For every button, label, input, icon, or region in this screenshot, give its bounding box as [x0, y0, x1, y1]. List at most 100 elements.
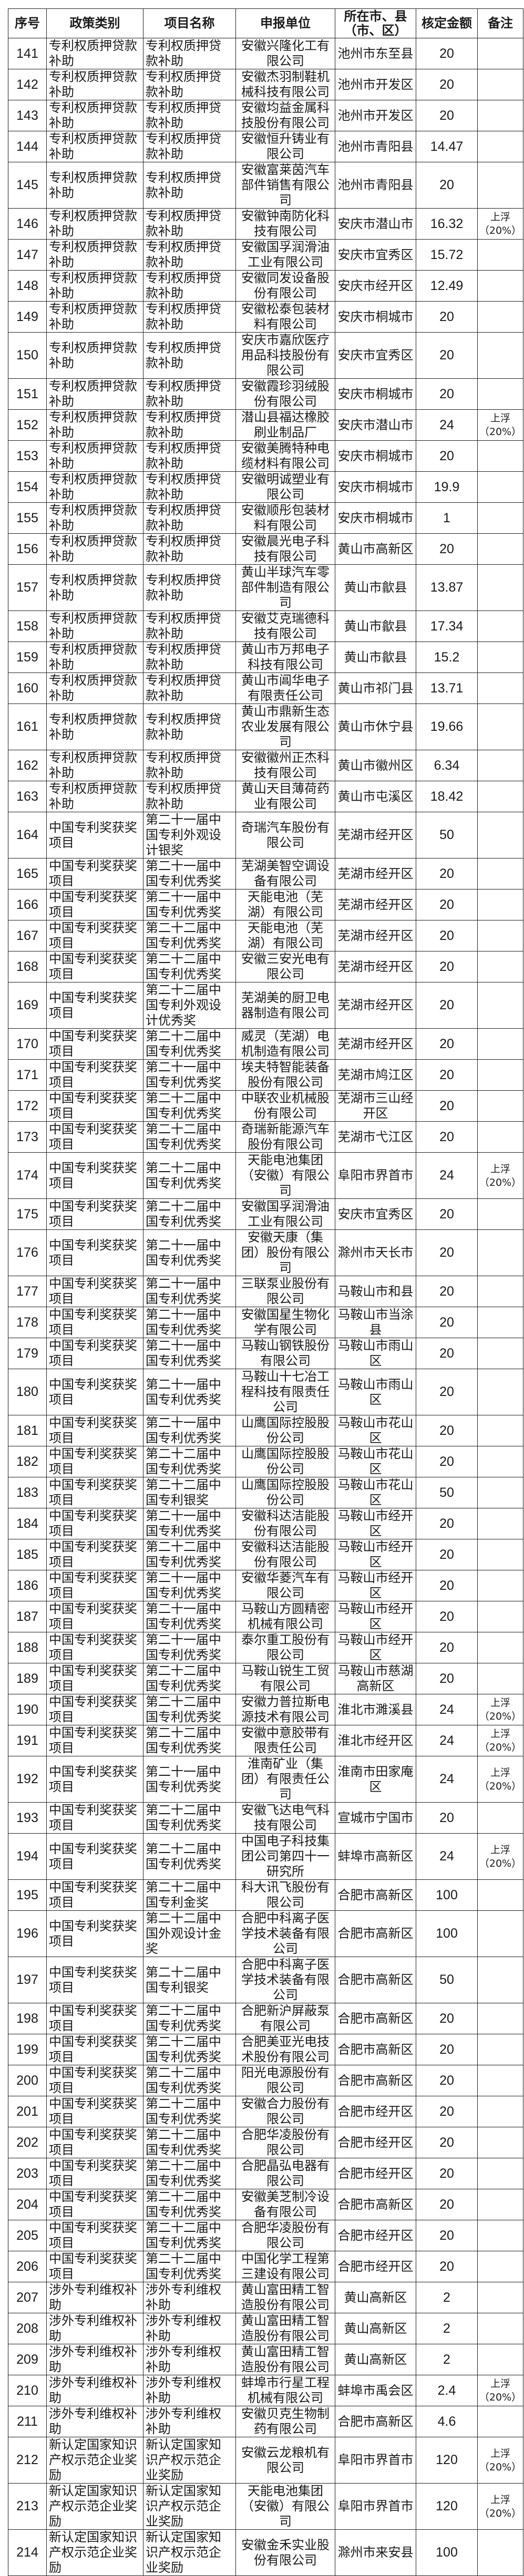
remarks-cell	[477, 239, 523, 271]
location-cell: 安庆市宜秀区	[335, 332, 416, 379]
project-name-cell: 第二十二届中国专利银奖	[143, 1957, 236, 2003]
table-row: 152 专利权质押贷款补助 专利权质押贷款补助 潜山县福达橡胶刷业制品厂 安庆市潜山市 2…	[8, 409, 523, 441]
header-remarks: 备注	[477, 8, 523, 38]
table-row: 172 中国专利奖获奖项目 第二十二届中国专利优秀奖 中联农业机械股份有限公司 芜湖市三…	[8, 1090, 523, 1122]
policy-category-cell: 专利权质押贷款补助	[46, 471, 143, 503]
remarks-cell	[477, 1957, 523, 2003]
project-name-cell: 第二十二届中国专利优秀奖	[143, 2220, 236, 2251]
serial-cell: 211	[8, 2406, 47, 2437]
applicant-cell: 马鞍山锐生工贸有限公司	[235, 1663, 335, 1694]
serial-cell: 172	[8, 1090, 47, 1122]
location-cell: 安庆市桐城市	[335, 440, 416, 472]
remarks-cell: 上浮 （20%）	[477, 2375, 523, 2406]
serial-cell: 158	[8, 611, 47, 642]
amount-cell: 100	[416, 1879, 478, 1911]
project-name-cell: 第二十一届中国专利优秀奖	[143, 1415, 236, 1446]
serial-cell: 183	[8, 1477, 47, 1508]
applicant-cell: 山鹰国际控股股份公司	[235, 1415, 335, 1446]
remarks-cell	[477, 1446, 523, 1477]
policy-category-cell: 中国专利奖获奖项目	[46, 1694, 143, 1725]
project-name-cell: 第二十一届中国专利优秀奖	[143, 1307, 236, 1338]
applicant-cell: 芜湖美智空调设备有限公司	[235, 858, 335, 889]
amount-cell: 20	[416, 1539, 478, 1570]
project-name-cell: 专利权质押贷款补助	[143, 471, 236, 503]
remarks-cell	[477, 1338, 523, 1369]
project-name-cell: 第二十一届中国专利优秀奖	[143, 1369, 236, 1415]
serial-cell: 176	[8, 1229, 47, 1276]
serial-cell: 151	[8, 378, 47, 410]
applicant-cell: 黄山富田精工智造股份有限公司	[235, 2282, 335, 2313]
policy-category-cell: 中国专利奖获奖项目	[46, 1121, 143, 1153]
location-cell: 马鞍山市花山区	[335, 1446, 416, 1477]
applicant-cell: 中联农业机械股份有限公司	[235, 1090, 335, 1122]
table-row: 147 专利权质押贷款补助 专利权质押贷款补助 安徽国孚润滑油工业有限公司 安庆市宜秀区…	[8, 239, 523, 271]
project-name-cell: 专利权质押贷款补助	[143, 301, 236, 333]
serial-cell: 207	[8, 2282, 47, 2313]
table-row: 201 中国专利奖获奖项目 第二十二届中国专利优秀奖 安徽合力股份有限公司 合肥市经开区…	[8, 2096, 523, 2127]
applicant-cell: 安徽飞达电气科技有限公司	[235, 1802, 335, 1834]
policy-category-cell: 专利权质押贷款补助	[46, 301, 143, 333]
amount-cell: 120	[416, 2437, 478, 2484]
policy-category-cell: 专利权质押贷款补助	[46, 673, 143, 704]
policy-category-cell: 中国专利奖获奖项目	[46, 2034, 143, 2065]
serial-cell: 155	[8, 502, 47, 534]
amount-cell: 120	[416, 2483, 478, 2530]
table-row: 189 中国专利奖获奖项目 第二十二届中国专利优秀奖 马鞍山锐生工贸有限公司 马鞍山市慈…	[8, 1663, 523, 1694]
amount-cell: 100	[416, 2529, 478, 2576]
policy-category-cell: 涉外专利维权补助	[46, 2313, 143, 2344]
table-row: 154 专利权质押贷款补助 专利权质押贷款补助 安徽明诚塑业有限公司 安庆市桐城市 19.…	[8, 471, 523, 503]
remarks-cell	[477, 533, 523, 565]
amount-cell: 24	[416, 1756, 478, 1803]
amount-cell: 17.34	[416, 611, 478, 642]
remarks-cell	[477, 100, 523, 131]
remarks-cell	[477, 1121, 523, 1153]
location-cell: 合肥市高新区	[335, 2065, 416, 2096]
policy-category-cell: 中国专利奖获奖项目	[46, 1957, 143, 2003]
amount-cell: 20	[416, 1446, 478, 1477]
applicant-cell: 合肥美亚光电技术股份有限公司	[235, 2034, 335, 2065]
remarks-cell	[477, 471, 523, 503]
location-cell: 宣城市宁国市	[335, 1802, 416, 1834]
policy-category-cell: 专利权质押贷款补助	[46, 162, 143, 209]
applicant-cell: 安徽云龙粮机有限公司	[235, 2437, 335, 2484]
serial-cell: 148	[8, 270, 47, 302]
subsidy-table: 序号 政策类别 项目名称 申报单位 所在市、县（市、区） 核定金额 备注 141…	[8, 8, 523, 2576]
serial-cell: 201	[8, 2096, 47, 2127]
serial-cell: 186	[8, 1570, 47, 1601]
applicant-cell: 安徽科达洁能股份有限公司	[235, 1508, 335, 1539]
remarks-cell	[477, 611, 523, 642]
table-row: 163 专利权质押贷款补助 专利权质押贷款补助 黄山天目薄荷药业有限公司 黄山市屯溪区 1…	[8, 781, 523, 812]
project-name-cell: 第二十二届中国专利优秀奖	[143, 951, 236, 982]
table-row: 160 专利权质押贷款补助 专利权质押贷款补助 黄山市阊华电子有限责任公司 黄山市祁门县…	[8, 673, 523, 704]
project-name-cell: 第二十一届中国专利优秀奖	[143, 1508, 236, 1539]
table-row: 206 中国专利奖获奖项目 第二十二届中国专利优秀奖 中国化学工程第三建设有限公司 合肥…	[8, 2251, 523, 2282]
amount-cell: 12.49	[416, 270, 478, 302]
table-row: 155 专利权质押贷款补助 专利权质押贷款补助 安徽顺彤包装材料有限公司 安庆市桐城市 1	[8, 502, 523, 534]
applicant-cell: 黄山天目薄荷药业有限公司	[235, 781, 335, 812]
header-serial: 序号	[8, 8, 47, 38]
project-name-cell: 专利权质押贷款补助	[143, 69, 236, 100]
amount-cell: 14.47	[416, 131, 478, 162]
location-cell: 安庆市桐城市	[335, 502, 416, 534]
remarks-cell	[477, 2251, 523, 2282]
amount-cell: 20	[416, 2034, 478, 2065]
location-cell: 马鞍山市花山区	[335, 1415, 416, 1446]
policy-category-cell: 专利权质押贷款补助	[46, 100, 143, 131]
policy-category-cell: 专利权质押贷款补助	[46, 704, 143, 750]
applicant-cell: 安徽科达洁能股份有限公司	[235, 1539, 335, 1570]
location-cell: 马鞍山市经开区	[335, 1632, 416, 1663]
project-name-cell: 第二十二届中国专利优秀奖	[143, 2251, 236, 2282]
serial-cell: 152	[8, 409, 47, 441]
table-row: 158 专利权质押贷款补助 专利权质押贷款补助 安徽艾克瑞德科技有限公司 黄山市歙县 17…	[8, 611, 523, 642]
project-name-cell: 专利权质押贷款补助	[143, 533, 236, 565]
amount-cell: 20	[416, 38, 478, 69]
serial-cell: 192	[8, 1756, 47, 1803]
applicant-cell: 天能电池集团（安徽）有限公司	[235, 2483, 335, 2530]
remarks-cell	[477, 1601, 523, 1632]
project-name-cell: 第二十二届中国专利优秀奖	[143, 1090, 236, 1122]
amount-cell: 2	[416, 2344, 478, 2375]
location-cell: 马鞍山市雨山区	[335, 1338, 416, 1369]
location-cell: 芜湖市经开区	[335, 812, 416, 858]
location-cell: 安庆市桐城市	[335, 471, 416, 503]
location-cell: 安庆市宜秀区	[335, 239, 416, 271]
